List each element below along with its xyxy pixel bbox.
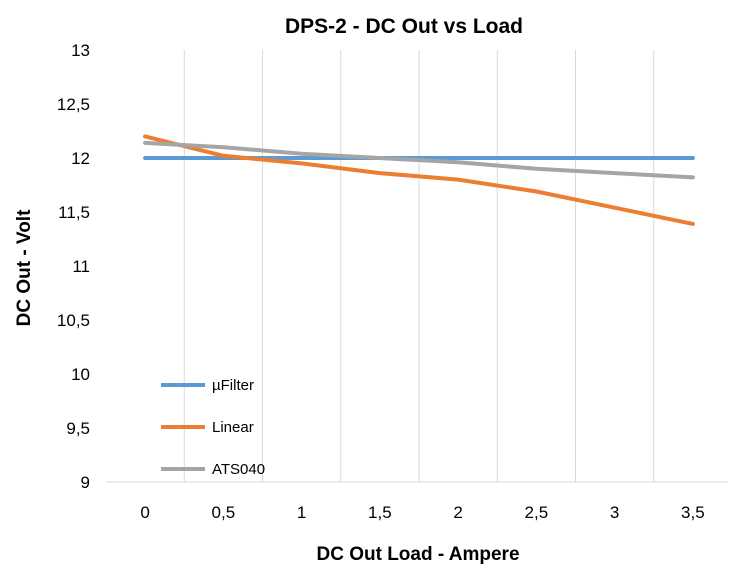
y-tick-label: 12,5 — [57, 95, 90, 114]
y-tick-label: 12 — [71, 149, 90, 168]
legend-label: Linear — [212, 419, 254, 436]
y-tick-label: 10 — [71, 365, 90, 384]
y-tick-label: 11 — [72, 257, 90, 276]
series-line-ats040 — [143, 140, 695, 180]
x-tick-label: 0,5 — [212, 503, 236, 522]
x-tick-label: 2,5 — [525, 503, 549, 522]
x-axis-ticks: 0 0,5 1 1,5 2 2,5 3 3,5 — [140, 503, 704, 522]
x-tick-label: 3 — [610, 503, 619, 522]
y-axis-title: DC Out - Volt — [14, 209, 35, 326]
y-axis-ticks: 9 9,5 10 10,5 11 11,5 12 12,5 13 — [57, 41, 90, 492]
x-tick-label: 1 — [297, 503, 306, 522]
legend-label: µFilter — [212, 377, 254, 394]
x-tick-label: 2 — [453, 503, 462, 522]
x-tick-label: 3,5 — [681, 503, 705, 522]
y-tick-label: 11,5 — [58, 203, 90, 222]
x-axis-title: DC Out Load - Ampere — [316, 544, 519, 565]
x-tick-label: 1,5 — [368, 503, 392, 522]
series-line-linear — [143, 134, 695, 226]
legend: µFilter Linear ATS040 — [161, 377, 265, 478]
legend-label: ATS040 — [212, 461, 265, 478]
y-tick-label: 9 — [81, 473, 90, 492]
series-lines — [143, 134, 695, 226]
y-tick-label: 9,5 — [66, 419, 90, 438]
y-tick-label: 13 — [71, 41, 90, 60]
x-tick-label: 0 — [140, 503, 149, 522]
chart-title: DPS-2 - DC Out vs Load — [285, 15, 523, 38]
y-tick-label: 10,5 — [57, 311, 90, 330]
grid-lines — [106, 50, 728, 483]
